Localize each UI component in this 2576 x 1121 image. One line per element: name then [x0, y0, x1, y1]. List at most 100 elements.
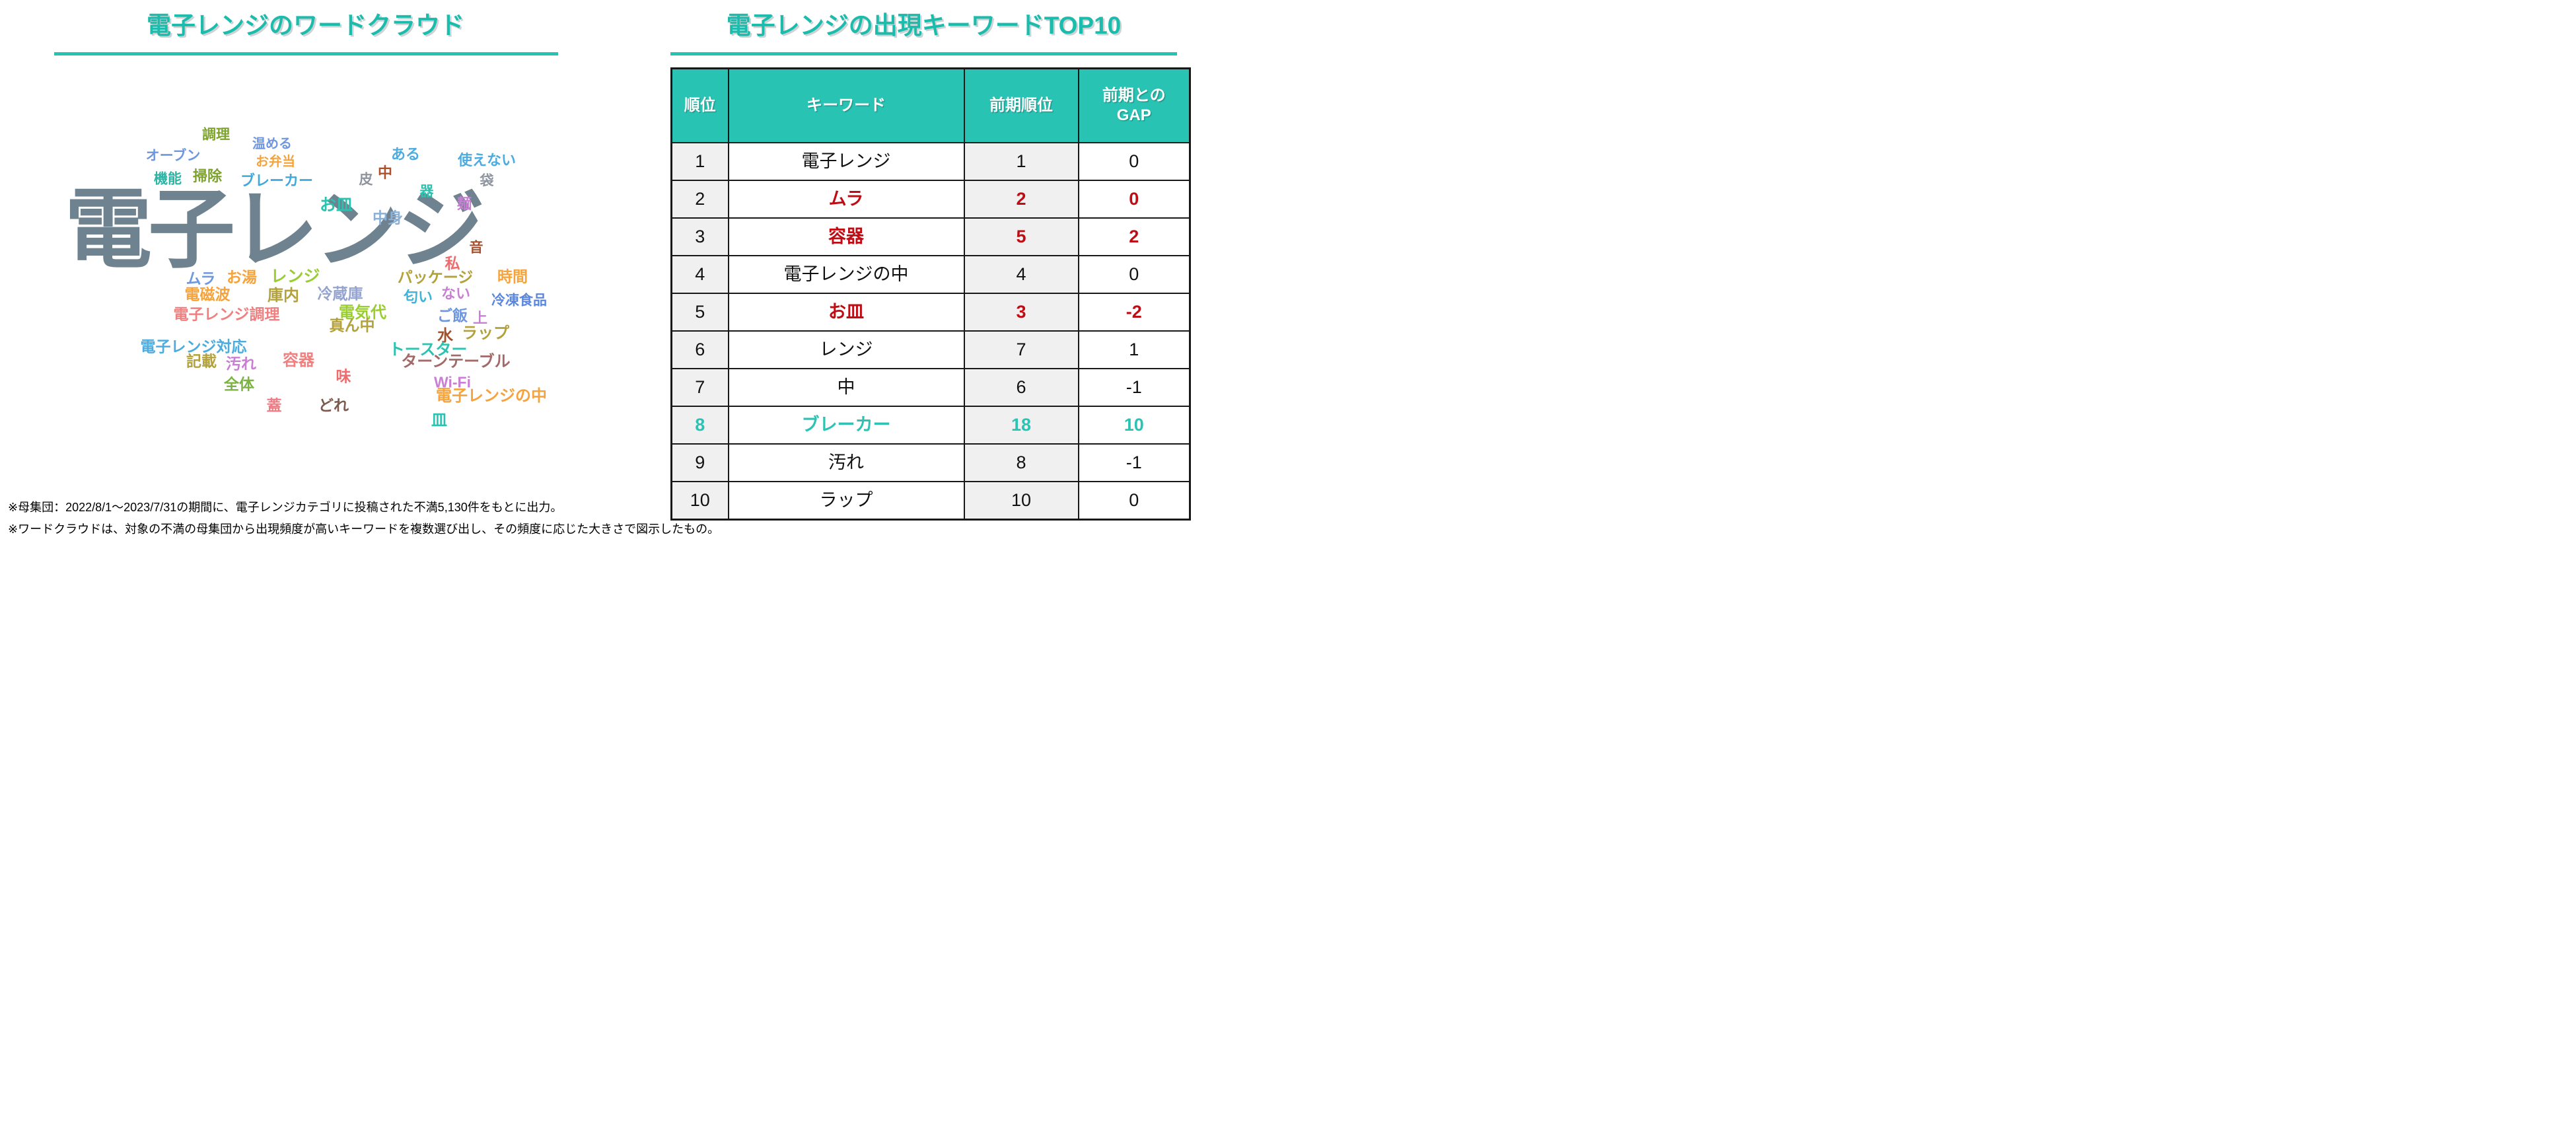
footnotes: ※母集団：2022/8/1～2023/7/31の期間に、電子レンジカテゴリに投稿… — [8, 497, 719, 540]
wordcloud-word: 機能 — [154, 171, 182, 187]
table-body: 1 電子レンジ 1 0 2 ムラ 2 0 3 容器 5 2 4 電子レンジの中 4 0 5 お皿 3 -2 6 レンジ 7 1… — [670, 142, 1191, 521]
table-cell-gap: 10 — [1077, 406, 1191, 445]
wordcloud-word: 全体 — [224, 375, 254, 393]
wordcloud-word: 皮 — [359, 172, 373, 188]
table-cell-keyword: ムラ — [727, 180, 965, 219]
wordcloud-word: 皿 — [431, 412, 447, 429]
wordcloud-word: ターンテーブル — [401, 353, 511, 371]
wordcloud-word: どれ — [318, 396, 349, 414]
top10-title-underline — [670, 52, 1177, 55]
table-header-cell: キーワード — [727, 67, 965, 143]
wordcloud-word: 冷蔵庫 — [317, 285, 363, 303]
wordcloud-word: トースター — [388, 341, 468, 359]
footnote-population: ※母集団：2022/8/1～2023/7/31の期間に、電子レンジカテゴリに投稿… — [8, 501, 563, 514]
wordcloud-word: 上 — [472, 310, 488, 326]
wordcloud-word: 袋 — [480, 173, 494, 189]
table-header-cell: 前期順位 — [963, 67, 1079, 143]
table-cell-prev: 5 — [963, 217, 1079, 256]
table-row: 7 中 6 -1 — [670, 368, 1191, 407]
wordcloud-word: オーブン — [145, 148, 201, 164]
table-cell-gap: -1 — [1077, 443, 1191, 482]
top10-title: 電子レンジの出現キーワードTOP10 — [726, 12, 1122, 39]
wordcloud-word: ブレーカー — [240, 172, 314, 189]
wordcloud-title: 電子レンジのワードクラウド — [147, 12, 464, 39]
wordcloud-word: 掃除 — [192, 168, 223, 184]
table-cell-prev: 1 — [963, 142, 1079, 181]
table-cell-rank: 3 — [670, 217, 729, 256]
table-cell-gap: -1 — [1077, 368, 1191, 407]
wordcloud-word: 水 — [437, 327, 453, 345]
wordcloud: 電子レンジ 調理 温める オーブン お弁当 機能 掃除 ブレーカー皮中ある 使えない袋器麺お皿中… — [0, 59, 654, 436]
wordcloud-word: 電子レンジ調理 — [173, 305, 280, 323]
table-cell-rank: 8 — [670, 406, 729, 445]
table-cell-prev: 2 — [963, 180, 1079, 219]
table-cell-gap: 0 — [1077, 255, 1191, 294]
wordcloud-word: 電子レンジ — [65, 181, 485, 278]
wordcloud-word: 時間 — [497, 268, 528, 285]
wordcloud-word: 電気代 — [339, 304, 386, 322]
table-row: 6 レンジ 7 1 — [670, 330, 1191, 369]
table-cell-gap: 1 — [1077, 330, 1191, 369]
table-cell-prev: 18 — [963, 406, 1079, 445]
wordcloud-word: 中身 — [373, 209, 403, 227]
wordcloud-word: 汚れ — [226, 355, 256, 373]
wordcloud-word: 私 — [445, 254, 460, 272]
wordcloud-word: 庫内 — [268, 287, 299, 305]
table-header-cell: 前期との GAP — [1077, 67, 1191, 143]
table-cell-prev: 10 — [963, 481, 1079, 521]
table-cell-gap: 2 — [1077, 217, 1191, 256]
wordcloud-word: 調理 — [202, 127, 230, 143]
table-cell-gap: 0 — [1077, 481, 1191, 521]
wordcloud-word: パッケージ — [397, 268, 474, 286]
wordcloud-word: ない — [441, 285, 471, 302]
wordcloud-word: 電子レンジの中 — [436, 387, 547, 405]
table-header-row: 順位 キーワード 前期順位 前期との GAP — [670, 67, 1191, 143]
table-cell-keyword: 電子レンジの中 — [727, 255, 965, 294]
table-cell-rank: 5 — [670, 293, 729, 332]
wordcloud-word: 器 — [419, 184, 434, 199]
table-cell-keyword: 電子レンジ — [727, 142, 965, 181]
table-cell-rank: 6 — [670, 330, 729, 369]
table-cell-prev: 7 — [963, 330, 1079, 369]
wordcloud-word: お皿 — [319, 196, 353, 215]
table-row: 8 ブレーカー 18 10 — [670, 406, 1191, 445]
wordcloud-word: ご飯 — [437, 307, 468, 324]
slide: 電子レンジのワードクラウド 電子レンジ 調理 温める オーブン お弁当 機能 掃除 ブレーカー… — [0, 0, 1288, 560]
footnote-wordcloud: ※ワードクラウドは、対象の不満の母集団から出現頻度が高いキーワードを複数選び出し… — [8, 523, 720, 536]
table-row: 4 電子レンジの中 4 0 — [670, 255, 1191, 294]
table-row: 2 ムラ 2 0 — [670, 180, 1191, 219]
wordcloud-word: 真ん中 — [329, 316, 375, 334]
wordcloud-word: 冷凍食品 — [491, 293, 547, 308]
table-cell-rank: 2 — [670, 180, 729, 219]
table-cell-rank: 4 — [670, 255, 729, 294]
wordcloud-word: 温める — [252, 137, 292, 151]
wordcloud-word: 麺 — [456, 196, 472, 212]
wordcloud-word: Wi-Fi — [434, 373, 471, 391]
table-cell-gap: 0 — [1077, 142, 1191, 181]
table-row: 3 容器 5 2 — [670, 217, 1191, 256]
table-row: 9 汚れ 8 -1 — [670, 443, 1191, 482]
table-cell-keyword: ラップ — [727, 481, 965, 521]
table-header-cell: 順位 — [670, 67, 729, 143]
table-cell-gap: 0 — [1077, 180, 1191, 219]
wordcloud-word: レンジ — [270, 267, 320, 286]
wordcloud-word: 記載 — [186, 352, 217, 370]
wordcloud-word: 音 — [469, 240, 483, 256]
table-cell-keyword: お皿 — [727, 293, 965, 332]
table-cell-prev: 6 — [963, 368, 1079, 407]
table-cell-prev: 3 — [963, 293, 1079, 332]
table-cell-rank: 7 — [670, 368, 729, 407]
table-cell-gap: -2 — [1077, 293, 1191, 332]
table-cell-keyword: レンジ — [727, 330, 965, 369]
table-cell-rank: 1 — [670, 142, 729, 181]
wordcloud-word: 味 — [336, 367, 351, 385]
table-cell-keyword: 中 — [727, 368, 965, 407]
wordcloud-word: 電磁波 — [184, 285, 231, 303]
table-cell-keyword: 汚れ — [727, 443, 965, 482]
wordcloud-word: ムラ — [186, 270, 216, 287]
table-cell-keyword: ブレーカー — [727, 406, 965, 445]
top10-table: 順位 キーワード 前期順位 前期との GAP 1 電子レンジ 1 0 2 ムラ 2 0 3 容器 5 2 4 電… — [670, 67, 1191, 521]
wordcloud-word: 容器 — [283, 351, 314, 369]
wordcloud-word: 電子レンジ対応 — [140, 338, 247, 355]
wordcloud-word: 蓋 — [266, 396, 282, 414]
